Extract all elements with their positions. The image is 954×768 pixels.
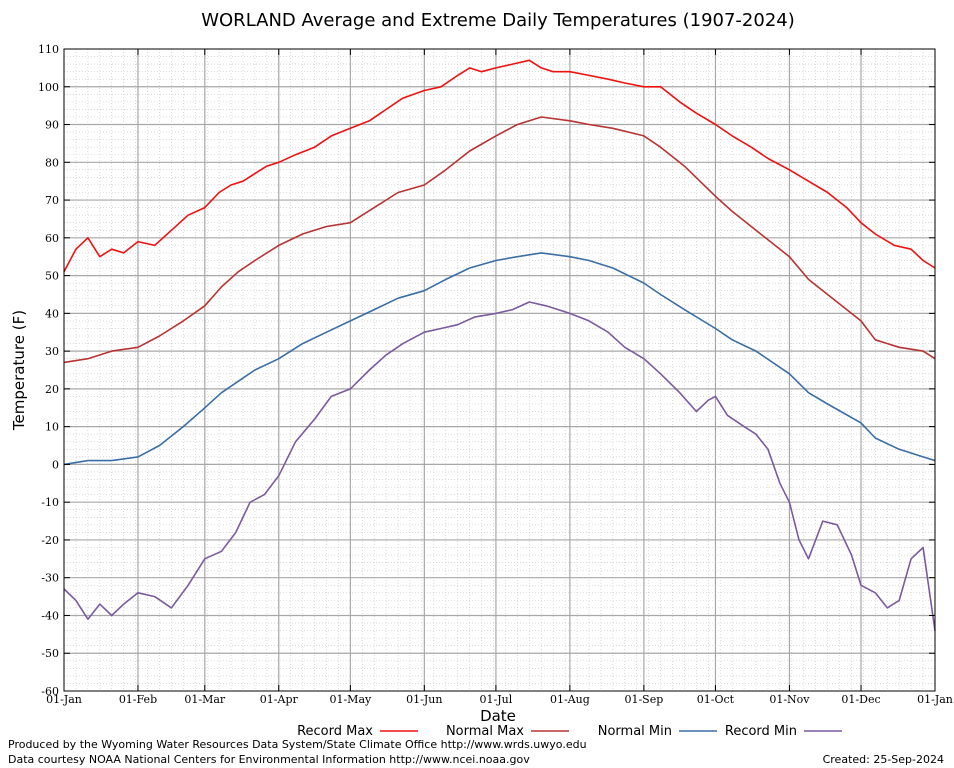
- y-tick-label: -30: [41, 572, 59, 585]
- series-line-record-max: [63, 59, 936, 273]
- y-tick-label: 80: [45, 156, 59, 169]
- x-tick-label: 01-Oct: [697, 693, 735, 706]
- y-tick-label: 100: [38, 81, 59, 94]
- series-layer: [63, 59, 936, 631]
- x-tick-label: 01-Aug: [550, 693, 590, 706]
- chart-title: WORLAND Average and Extreme Daily Temper…: [201, 10, 795, 31]
- x-tick-label: 01-Jan: [917, 693, 953, 706]
- y-tick-label: 60: [45, 232, 59, 245]
- footer-produced-by: Produced by the Wyoming Water Resources …: [8, 738, 587, 751]
- x-axis-ticks: 01-Jan 01-Feb 01-Mar 01-Apr 01-May 01-Jun 01-J…: [46, 49, 953, 706]
- y-tick-label: -60: [41, 685, 59, 698]
- y-axis-ticks: -60 -50 -40 -30 -20 -10 0 10 20 30 40 50 60 70 80 90 100…: [38, 43, 935, 698]
- series-line-normal-max: [63, 116, 936, 364]
- y-axis-label: Temperature (F): [10, 310, 28, 431]
- footer-created: Created: 25-Sep-2024: [822, 753, 944, 766]
- y-tick-label: 10: [45, 421, 59, 434]
- x-axis-label: Date: [480, 707, 516, 725]
- series-line-record-min: [63, 301, 936, 631]
- y-tick-label: -50: [41, 647, 59, 660]
- y-tick-label: -20: [41, 534, 59, 547]
- y-tick-label: 0: [52, 458, 59, 471]
- series-line-normal-min: [63, 252, 936, 466]
- plot-frame: [63, 48, 936, 692]
- y-tick-label: -40: [41, 609, 59, 622]
- y-tick-label: 90: [45, 119, 59, 132]
- x-tick-label: 01-Nov: [769, 693, 810, 706]
- y-tick-label: 20: [45, 383, 59, 396]
- x-tick-label: 01-Jul: [480, 693, 513, 706]
- y-tick-label: 110: [38, 43, 59, 56]
- legend-label: Record Max: [297, 724, 373, 739]
- x-tick-label: 01-Sep: [624, 693, 663, 706]
- plot-area: [64, 49, 935, 691]
- legend: Record Max Normal Max Normal Min Record Min: [297, 724, 842, 739]
- legend-label: Normal Min: [598, 724, 672, 739]
- legend-label: Record Min: [725, 724, 797, 739]
- x-tick-label: 01-Mar: [184, 693, 226, 706]
- y-tick-label: 30: [45, 345, 59, 358]
- x-tick-label: 01-Feb: [119, 693, 157, 706]
- x-tick-label: 01-May: [329, 693, 372, 706]
- x-tick-label: 01-Apr: [260, 693, 299, 706]
- y-tick-label: 70: [45, 194, 59, 207]
- minor-grid: [64, 49, 935, 691]
- x-tick-label: 01-Jan: [46, 693, 82, 706]
- y-tick-label: -10: [41, 496, 59, 509]
- footer-courtesy: Data courtesy NOAA National Centers for …: [8, 753, 530, 766]
- y-tick-label: 40: [45, 307, 59, 320]
- x-tick-label: 01-Jun: [406, 693, 442, 706]
- y-tick-label: 50: [45, 270, 59, 283]
- legend-label: Normal Max: [446, 724, 524, 739]
- x-tick-label: 01-Dec: [841, 693, 880, 706]
